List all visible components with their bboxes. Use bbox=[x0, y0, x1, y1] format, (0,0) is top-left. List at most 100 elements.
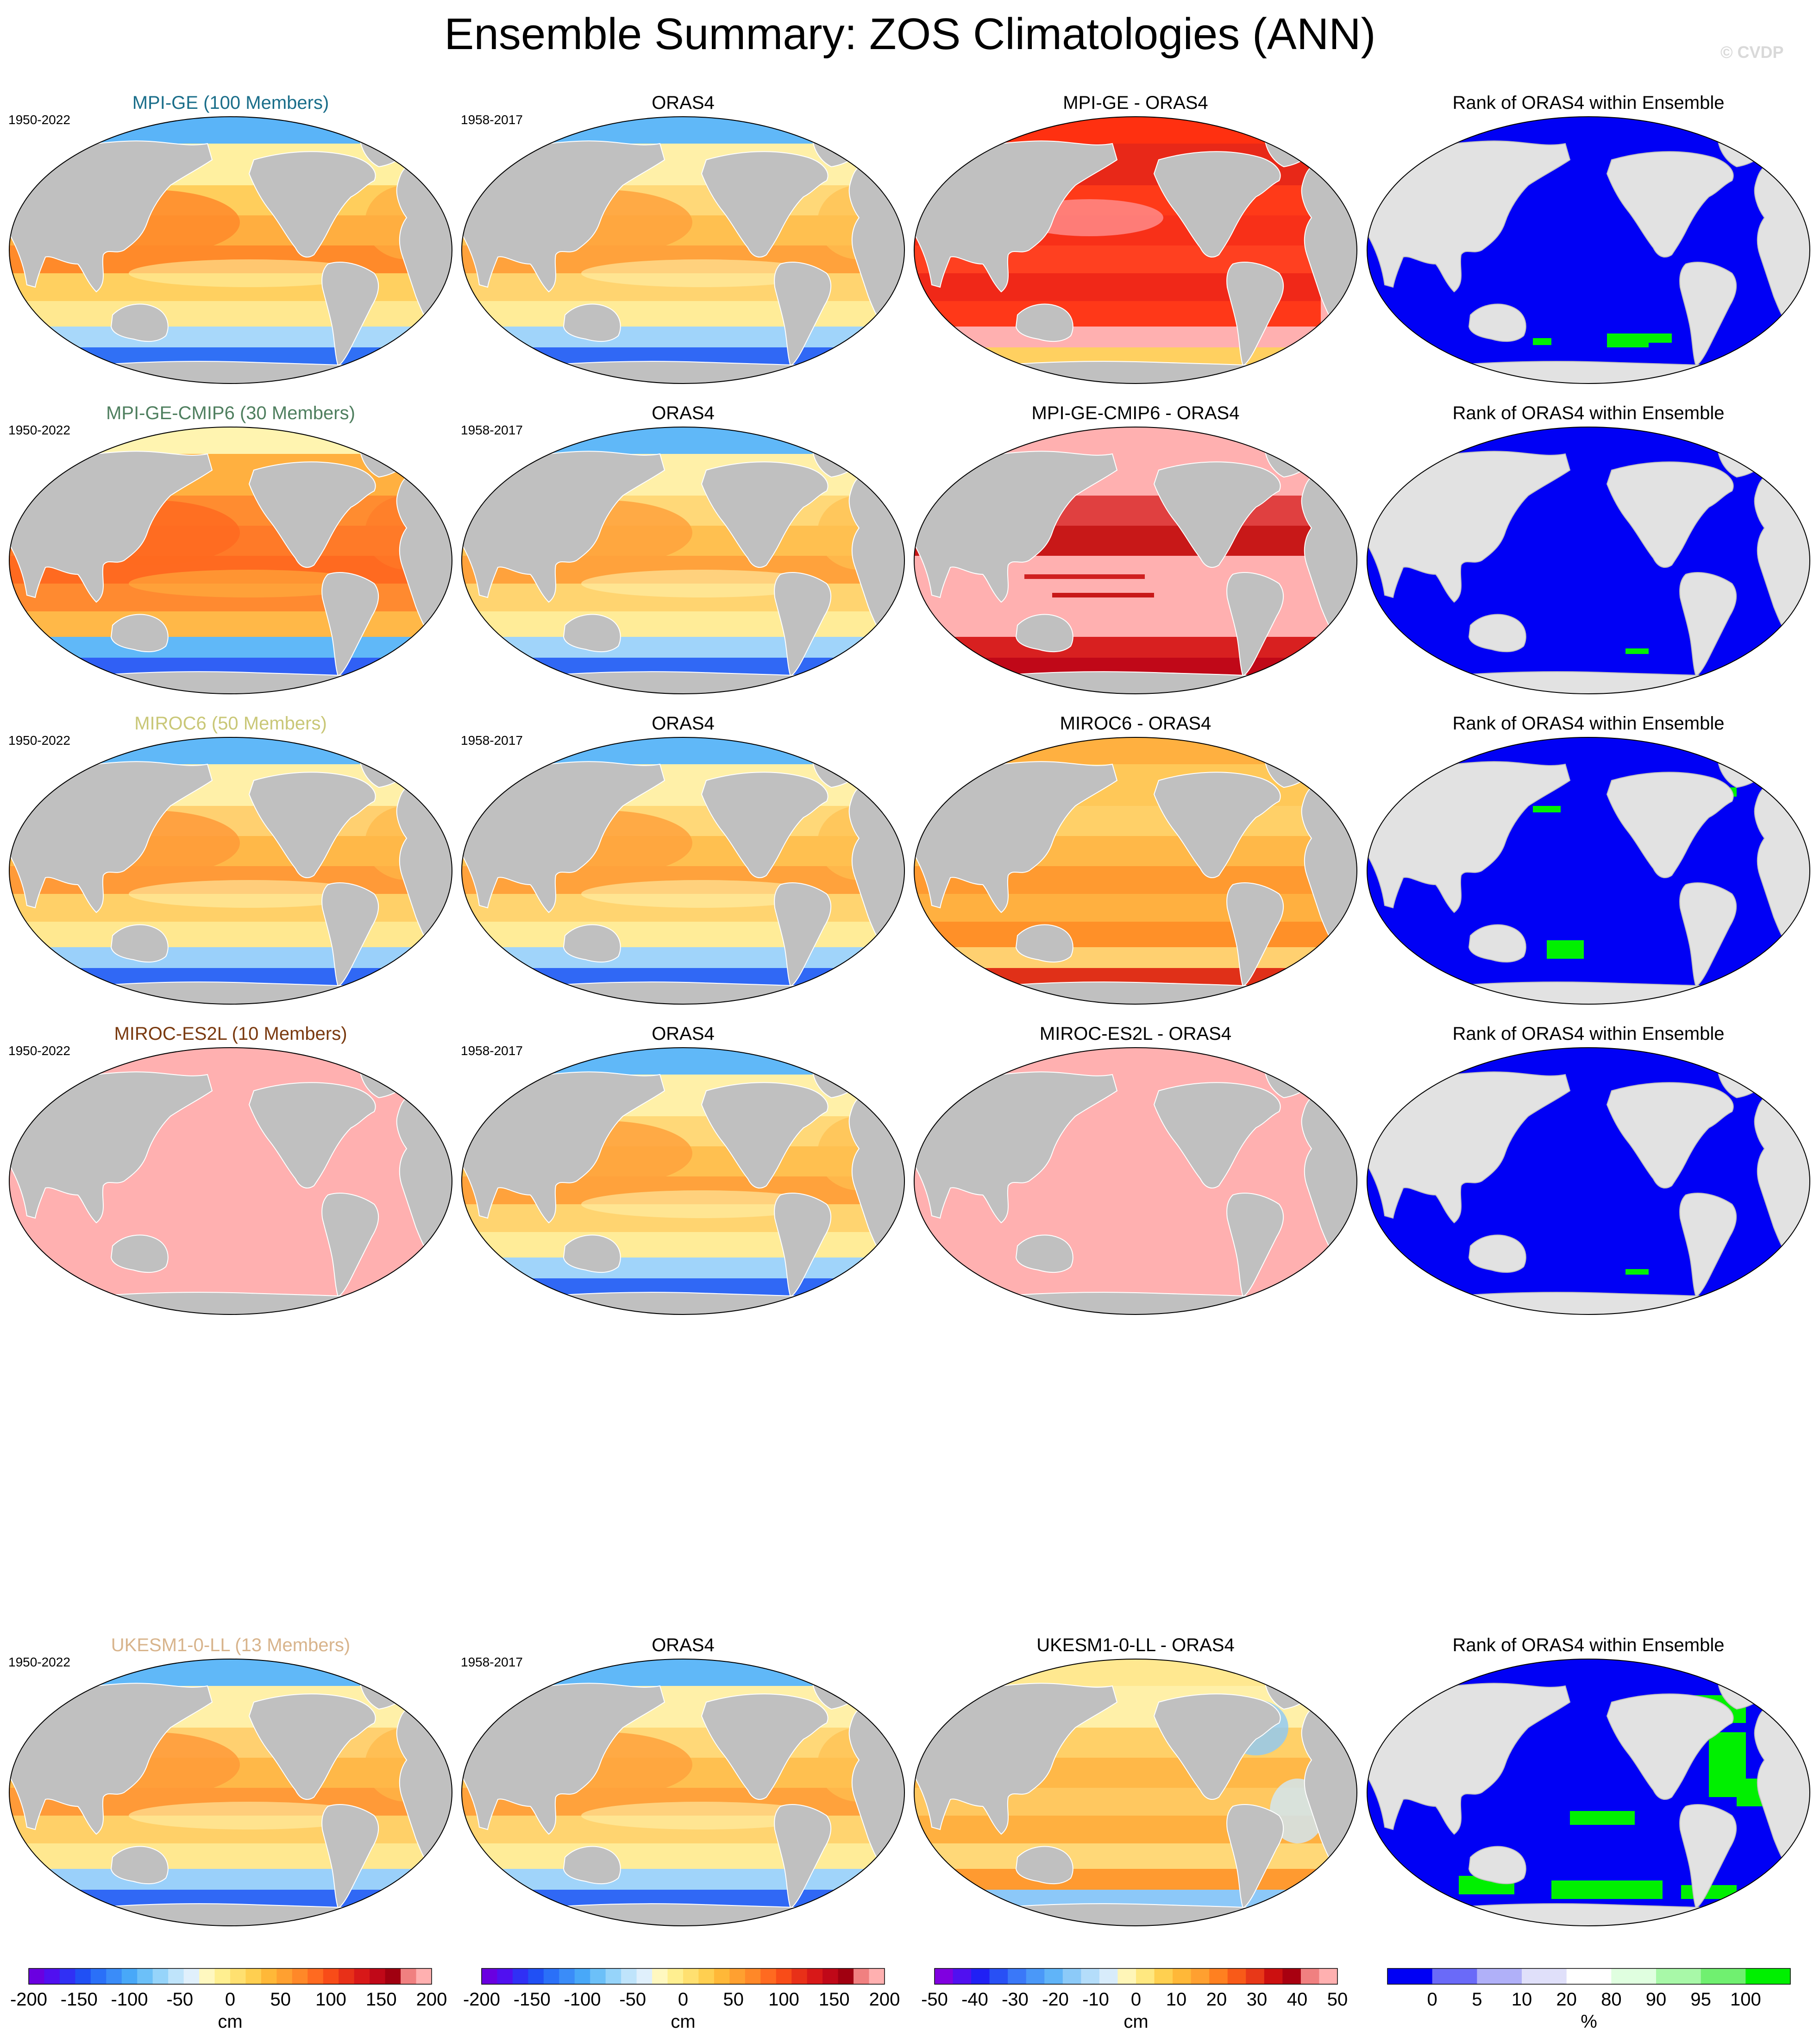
colorbar-swatch bbox=[574, 1968, 590, 1984]
land-southAmerica bbox=[321, 1193, 379, 1298]
colorbar-tick-label: 200 bbox=[869, 1989, 900, 2010]
field-band bbox=[9, 1843, 452, 1869]
colorbar-swatch bbox=[1566, 1968, 1612, 1984]
ensemble-panel-title: MIROC6 (50 Members) bbox=[134, 713, 327, 734]
field-band bbox=[914, 427, 1357, 454]
colorbar-swatch bbox=[1522, 1968, 1567, 1984]
equatorial-band bbox=[129, 1802, 370, 1830]
land-asia bbox=[914, 761, 1118, 913]
colorbar: -50 -40 -30 -20 -10 0 10 20 30 40 50 cm bbox=[921, 1968, 1348, 2032]
rank-map bbox=[1367, 1047, 1810, 1315]
colorbar-tick-label: 90 bbox=[1646, 1989, 1667, 2010]
land-australia bbox=[563, 1234, 621, 1273]
land-asia bbox=[1367, 451, 1571, 603]
land-australia bbox=[1015, 614, 1073, 653]
land-southAmerica bbox=[774, 262, 832, 367]
colorbar-tick-label: 50 bbox=[270, 1989, 291, 2010]
field-band bbox=[462, 427, 904, 454]
ensemble-panel-title: UKESM1-0-LL (13 Members) bbox=[111, 1635, 351, 1655]
colorbar-tick-label: 95 bbox=[1690, 1989, 1711, 2010]
equatorial-band bbox=[581, 570, 822, 597]
observation-map bbox=[461, 116, 905, 384]
land-australia bbox=[1015, 303, 1073, 342]
land-northAmerica bbox=[248, 1082, 376, 1188]
land-australia bbox=[1468, 924, 1526, 963]
colorbar-swatch bbox=[1154, 1968, 1173, 1984]
observation-map bbox=[461, 1659, 905, 1926]
obs-period: 1958-2017 bbox=[461, 1044, 523, 1058]
field-band bbox=[9, 1869, 452, 1890]
land-australia bbox=[563, 1846, 621, 1885]
land-southAmerica bbox=[1226, 882, 1284, 987]
map-outline bbox=[9, 116, 452, 384]
land-southAmerica bbox=[1679, 1193, 1737, 1298]
ensemble-panel-title: MPI-GE (100 Members) bbox=[132, 93, 329, 113]
land-asia bbox=[9, 1683, 213, 1835]
field-band bbox=[914, 1659, 1357, 1686]
colorbar-frame bbox=[934, 1968, 1338, 1985]
colorbar-swatch bbox=[401, 1968, 417, 1984]
rank-high-patch bbox=[1533, 338, 1551, 345]
land-australia bbox=[110, 614, 169, 653]
colorbar-tick-label: -200 bbox=[463, 1989, 500, 2010]
land-antarctica bbox=[63, 361, 407, 384]
colorbar-tick-label: 150 bbox=[819, 1989, 850, 2010]
rank-panel-title: Rank of ORAS4 within Ensemble bbox=[1452, 713, 1725, 734]
observation-map bbox=[461, 737, 905, 1005]
field-band bbox=[9, 301, 452, 327]
land-antarctica bbox=[968, 1292, 1312, 1314]
map-outline bbox=[461, 1047, 905, 1315]
land-asia bbox=[9, 761, 213, 913]
land-australia bbox=[1468, 303, 1526, 342]
land-australia bbox=[1468, 614, 1526, 653]
colorbar-swatch bbox=[1136, 1968, 1155, 1984]
colorbar-tick-label: 50 bbox=[723, 1989, 744, 2010]
colorbar-swatch bbox=[276, 1968, 293, 1984]
map-outline bbox=[461, 116, 905, 384]
colorbar-swatch bbox=[245, 1968, 262, 1984]
land-northAmerica bbox=[1606, 461, 1734, 568]
colorbar-swatch bbox=[1026, 1968, 1045, 1984]
field-band bbox=[914, 327, 1357, 347]
field-band bbox=[462, 1843, 904, 1869]
land-northAmerica bbox=[1153, 1693, 1281, 1800]
colorbar-swatch bbox=[75, 1968, 91, 1984]
land-southAmerica bbox=[774, 1804, 832, 1909]
map-outline bbox=[461, 737, 905, 1005]
page-title: Ensemble Summary: ZOS Climatologies (ANN… bbox=[444, 9, 1376, 59]
field-band bbox=[462, 637, 904, 658]
rank-map bbox=[1367, 427, 1810, 694]
land-asia bbox=[9, 140, 213, 293]
map-outline bbox=[914, 427, 1357, 694]
land-northAmerica bbox=[248, 151, 376, 258]
land-australia bbox=[563, 614, 621, 653]
rank-high-patch bbox=[1551, 1880, 1663, 1899]
field-band bbox=[914, 737, 1357, 764]
field-band bbox=[914, 1843, 1357, 1869]
land-southAmerica bbox=[1226, 262, 1284, 367]
colorbar-tick-label: -40 bbox=[961, 1989, 988, 2010]
colorbar-swatch bbox=[953, 1968, 972, 1984]
colorbar-swatch bbox=[339, 1968, 355, 1984]
land-southAmerica bbox=[774, 572, 832, 677]
equatorial-band bbox=[129, 570, 370, 597]
colorbar-tick-label: -30 bbox=[1002, 1989, 1029, 2010]
difference-panel-title: MPI-GE-CMIP6 - ORAS4 bbox=[1031, 403, 1240, 423]
land-southAmerica bbox=[774, 1193, 832, 1298]
ensemble-map bbox=[9, 116, 452, 384]
colorbar-tick-label: 100 bbox=[315, 1989, 346, 2010]
rank-map bbox=[1367, 1659, 1810, 1926]
map-outline bbox=[461, 1659, 905, 1926]
land-asia bbox=[9, 1071, 213, 1224]
map-outline bbox=[914, 737, 1357, 1005]
land-southAmerica bbox=[1226, 1193, 1284, 1298]
colorbar-swatch bbox=[935, 1968, 954, 1984]
colorbar-swatch bbox=[1209, 1968, 1228, 1984]
colorbar-tick-label: 50 bbox=[1327, 1989, 1348, 2010]
land-asia bbox=[914, 1071, 1118, 1224]
colorbar-swatch bbox=[482, 1968, 497, 1984]
land-southAmerica bbox=[1226, 1804, 1284, 1909]
colorbar-swatch bbox=[791, 1968, 808, 1984]
colorbar-tick-label: -100 bbox=[111, 1989, 148, 2010]
land-antarctica bbox=[968, 671, 1312, 694]
